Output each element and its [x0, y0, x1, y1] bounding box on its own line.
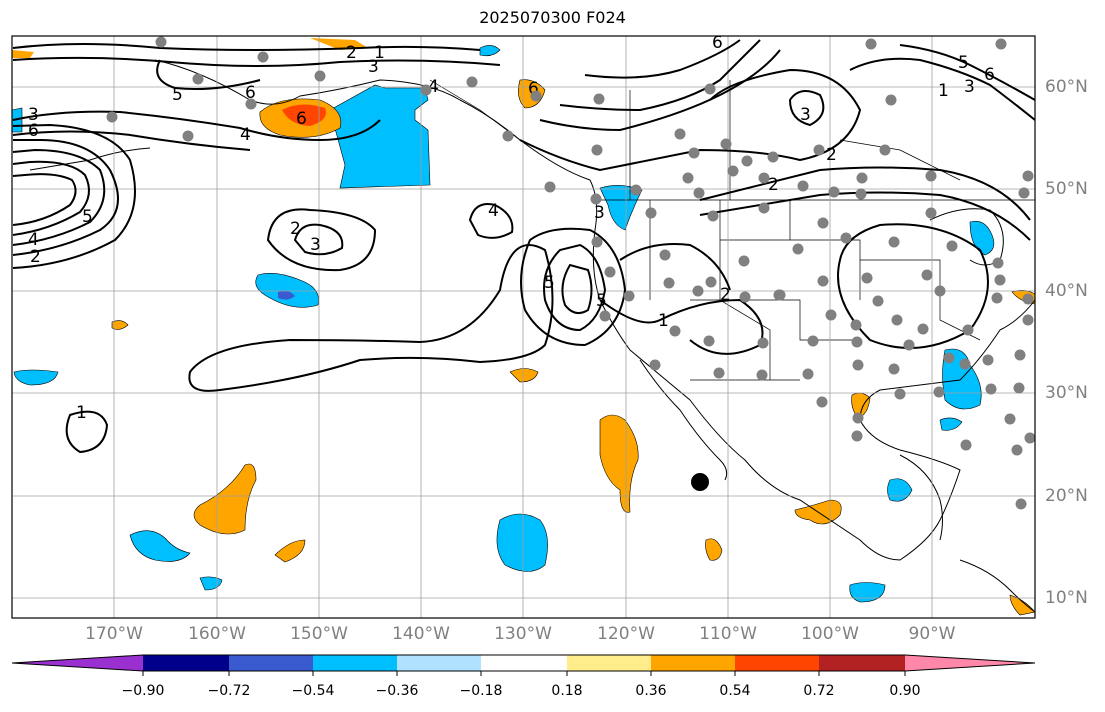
- contour-label: 6: [984, 65, 995, 85]
- colorbar-tick-label: −0.90: [121, 683, 165, 699]
- colorbar-tick-label: −0.36: [375, 683, 419, 699]
- colorbar-segment: [567, 655, 651, 671]
- colorbar: [11, 654, 1036, 676]
- contour-label: 2: [30, 247, 41, 267]
- colorbar-segment: [229, 655, 313, 671]
- colorbar-tick-label: 0.54: [719, 683, 751, 699]
- contour-label: 5: [544, 273, 555, 293]
- contour-label: 1: [658, 311, 669, 331]
- colorbar-tick-label: 0.36: [635, 683, 667, 699]
- contour-label: 2: [826, 145, 837, 165]
- lon-label: 130°W: [494, 624, 552, 644]
- contour-label: 3: [368, 57, 379, 77]
- lon-label: 100°W: [801, 624, 859, 644]
- contour-label: 3: [310, 235, 321, 255]
- contour-label: 2: [346, 43, 357, 63]
- contour-label: 6: [712, 33, 723, 53]
- lat-label: 10°N: [1045, 588, 1088, 608]
- colorbar-segment: [481, 655, 567, 671]
- colorbar-segment: [735, 655, 819, 671]
- lat-label: 40°N: [1045, 281, 1088, 301]
- contour-label: 4: [240, 125, 251, 145]
- colorbar-segment: [313, 655, 397, 671]
- contour-labels: 1 2 3 4 5 6 6 4 3 6 5 4 2 2 3 4 6 6 5 6 …: [28, 33, 995, 423]
- shaded-regions: [11, 38, 1036, 616]
- lon-label: 140°W: [392, 624, 450, 644]
- lat-label: 20°N: [1045, 486, 1088, 506]
- contour-label: 4: [488, 201, 499, 221]
- lon-label: 90°W: [908, 624, 956, 644]
- contour-label: 5: [958, 53, 969, 73]
- lon-label: 170°W: [85, 624, 143, 644]
- contour-label: 3: [594, 203, 605, 223]
- contour-label: 5: [172, 85, 183, 105]
- contour-label: 1: [374, 43, 385, 63]
- height-contours: [12, 39, 1036, 454]
- colorbar-segment: [143, 655, 229, 671]
- contour-label: 1: [938, 81, 949, 101]
- lon-label: 110°W: [699, 624, 757, 644]
- contour-label: 5: [596, 291, 607, 311]
- contour-label: 6: [28, 121, 39, 141]
- lon-label: 150°W: [290, 624, 348, 644]
- contour-label: 3: [964, 77, 975, 97]
- contour-label: 6: [245, 83, 256, 103]
- contour-label: 6: [528, 79, 539, 99]
- lat-label: 60°N: [1045, 77, 1088, 97]
- colorbar-segment: [819, 655, 905, 671]
- station-markers: [106, 36, 1036, 510]
- contour-label: 4: [428, 77, 439, 97]
- colorbar-extend-high: [905, 655, 1035, 671]
- colorbar-segment: [651, 655, 735, 671]
- lat-label: 50°N: [1045, 179, 1088, 199]
- contour-label: 2: [720, 285, 731, 305]
- contour-label: 5: [82, 207, 93, 227]
- colorbar-tick-label: 0.18: [551, 683, 583, 699]
- contour-label: 2: [768, 175, 779, 195]
- map-title: 2025070300 F024: [479, 8, 626, 27]
- map-frame: [11, 35, 1036, 619]
- colorbar-tick-label: −0.18: [459, 683, 503, 699]
- colorbar-extend-low: [12, 655, 143, 671]
- lon-label: 160°W: [188, 624, 246, 644]
- lon-label: 120°W: [597, 624, 655, 644]
- contour-label: 1: [76, 403, 87, 423]
- contour-label: 3: [800, 105, 811, 125]
- contour-label: 6: [296, 109, 307, 129]
- contour-label: 4: [28, 230, 39, 250]
- colorbar-tick-label: 0.72: [803, 683, 835, 699]
- marker-dot: [691, 473, 709, 491]
- contour-label: 2: [290, 219, 301, 239]
- gridlines: [12, 36, 1035, 618]
- contour-label: 3: [28, 105, 39, 125]
- colorbar-tick-label: −0.72: [207, 683, 251, 699]
- lat-label: 30°N: [1045, 383, 1088, 403]
- colorbar-tick-label: −0.54: [291, 683, 335, 699]
- colorbar-segment: [397, 655, 481, 671]
- colorbar-tick-label: 0.90: [889, 683, 921, 699]
